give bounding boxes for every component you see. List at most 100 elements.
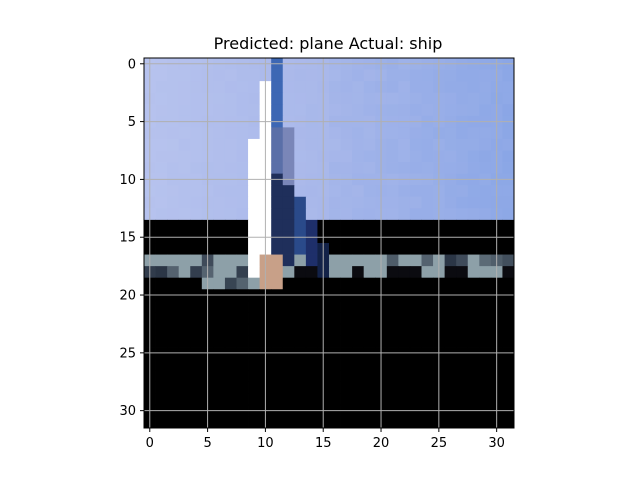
image-pixel bbox=[444, 358, 457, 371]
image-pixel bbox=[456, 127, 469, 140]
image-pixel bbox=[190, 150, 203, 163]
image-pixel bbox=[502, 416, 515, 429]
image-pixel bbox=[248, 81, 261, 94]
image-pixel bbox=[352, 138, 365, 151]
image-pixel bbox=[479, 208, 492, 221]
image-pixel bbox=[352, 243, 365, 255]
image-pixel bbox=[409, 323, 422, 336]
image-pixel bbox=[224, 393, 237, 406]
image-pixel bbox=[340, 196, 353, 209]
image-pixel bbox=[248, 208, 261, 221]
image-pixel bbox=[467, 138, 480, 151]
image-pixel bbox=[213, 150, 226, 163]
image-pixel bbox=[479, 266, 492, 279]
image-pixel bbox=[502, 254, 515, 267]
image-pixel bbox=[167, 358, 180, 371]
image-pixel bbox=[409, 127, 422, 140]
image-pixel bbox=[340, 185, 353, 198]
image-pixel bbox=[329, 335, 341, 348]
image-pixel bbox=[502, 300, 515, 313]
image-pixel bbox=[190, 185, 203, 198]
image-pixel bbox=[421, 127, 434, 140]
image-pixel bbox=[386, 323, 399, 336]
image-pixel bbox=[479, 185, 492, 198]
image-pixel bbox=[271, 138, 284, 151]
image-pixel bbox=[178, 300, 191, 313]
x-tick-label: 0 bbox=[146, 436, 154, 451]
image-pixel bbox=[444, 92, 457, 105]
image-pixel bbox=[178, 370, 191, 383]
image-pixel bbox=[398, 370, 411, 383]
image-pixel bbox=[444, 254, 457, 267]
image-pixel bbox=[190, 69, 203, 82]
image-pixel bbox=[352, 370, 365, 383]
image-pixel bbox=[456, 243, 469, 255]
image-pixel bbox=[479, 162, 492, 175]
image-pixel bbox=[444, 219, 457, 232]
image-pixel bbox=[467, 370, 480, 383]
image-pixel bbox=[167, 254, 180, 267]
image-pixel bbox=[305, 312, 318, 325]
x-tick-label: 25 bbox=[431, 436, 448, 451]
image-pixel bbox=[444, 138, 457, 151]
image-pixel bbox=[352, 92, 365, 105]
image-pixel bbox=[352, 69, 365, 82]
image-pixel bbox=[271, 243, 284, 255]
y-tick-label: 25 bbox=[119, 346, 136, 361]
image-pixel bbox=[444, 416, 457, 429]
image-pixel bbox=[386, 104, 399, 117]
image-pixel bbox=[398, 127, 411, 140]
image-pixel bbox=[398, 381, 411, 394]
image-pixel bbox=[178, 219, 191, 232]
image-pixel bbox=[282, 254, 295, 267]
image-pixel bbox=[178, 104, 191, 117]
image-pixel bbox=[190, 358, 203, 371]
image-pixel bbox=[363, 300, 376, 313]
image-pixel bbox=[213, 81, 226, 94]
image-pixel bbox=[305, 219, 318, 232]
image-pixel bbox=[213, 254, 226, 267]
image-pixel bbox=[224, 185, 237, 198]
image-pixel bbox=[236, 127, 249, 140]
image-pixel bbox=[167, 381, 180, 394]
image-pixel bbox=[282, 416, 295, 429]
image-pixel bbox=[155, 208, 168, 221]
image-pixel bbox=[190, 254, 203, 267]
image-pixel bbox=[329, 312, 341, 325]
image-pixel bbox=[282, 150, 295, 163]
image-pixel bbox=[329, 150, 341, 163]
image-pixel bbox=[294, 277, 307, 290]
image-pixel bbox=[167, 335, 180, 348]
image-pixel bbox=[329, 185, 341, 198]
image-pixel bbox=[456, 370, 469, 383]
x-tick-label: 15 bbox=[315, 436, 332, 451]
image-pixel bbox=[224, 370, 237, 383]
image-pixel bbox=[352, 196, 365, 209]
image-pixel bbox=[167, 243, 180, 255]
image-pixel bbox=[456, 185, 469, 198]
image-pixel bbox=[305, 69, 318, 82]
image-pixel bbox=[467, 254, 480, 267]
image-pixel bbox=[282, 127, 295, 140]
image-pixel bbox=[271, 300, 284, 313]
image-pixel bbox=[479, 196, 492, 209]
image-pixel bbox=[236, 162, 249, 175]
image-pixel bbox=[421, 323, 434, 336]
image-pixel bbox=[294, 393, 307, 406]
image-pixel bbox=[167, 370, 180, 383]
image-pixel bbox=[467, 266, 480, 279]
image-pixel bbox=[213, 219, 226, 232]
image-pixel bbox=[190, 219, 203, 232]
image-pixel bbox=[479, 323, 492, 336]
image-pixel bbox=[386, 393, 399, 406]
image-pixel bbox=[456, 104, 469, 117]
image-pixel bbox=[282, 335, 295, 348]
image-pixel bbox=[167, 104, 180, 117]
grid-lines bbox=[144, 58, 514, 428]
image-pixel bbox=[271, 219, 284, 232]
image-pixel bbox=[213, 162, 226, 175]
image-pixel bbox=[363, 185, 376, 198]
image-pixel bbox=[398, 393, 411, 406]
image-pixel bbox=[444, 162, 457, 175]
image-pixel bbox=[409, 381, 422, 394]
